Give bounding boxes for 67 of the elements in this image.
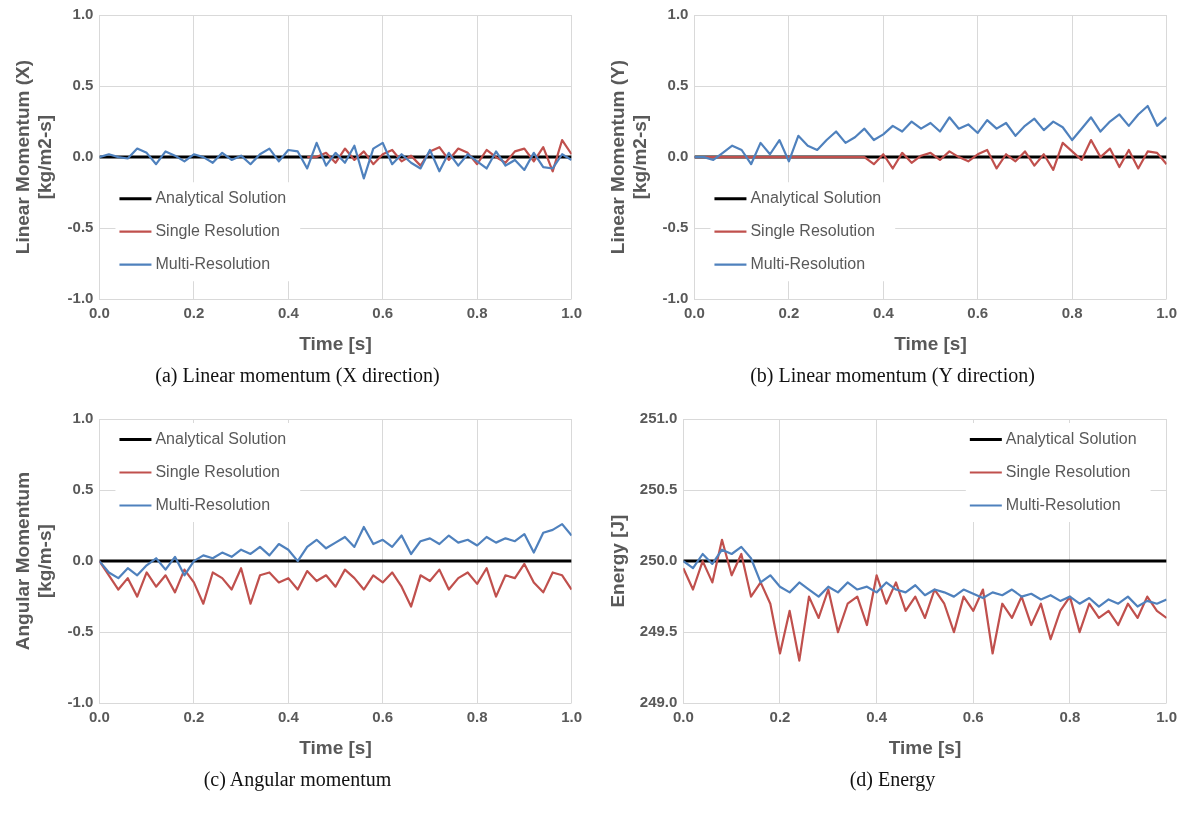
legend-label: Analytical Solution <box>1005 429 1137 447</box>
y-tick-label: 0.5 <box>667 76 689 94</box>
x-tick-label: 0.8 <box>466 304 488 322</box>
x-tick-label: 0.6 <box>372 304 394 322</box>
legend-label: Single Resolution <box>1005 462 1131 480</box>
y-tick-label: 250.5 <box>639 480 678 498</box>
y-tick-label: -1.0 <box>662 289 689 307</box>
y-tick-label: -0.5 <box>67 622 94 640</box>
x-tick-label: 0.8 <box>1059 708 1081 726</box>
text: (b) Linear momentum (Y direction) <box>749 364 1036 387</box>
y-tick-label: 249.5 <box>639 622 678 640</box>
y-tick-label: 0.0 <box>72 551 94 569</box>
x-tick-label: 0.0 <box>89 304 110 322</box>
x-tick-label: 1.0 <box>1156 708 1177 726</box>
legend-label: Single Resolution <box>155 462 280 480</box>
x-tick-label: 0.6 <box>372 708 394 726</box>
text: (d) Energy <box>848 768 937 791</box>
y-axis-title: Energy [J] <box>606 514 628 608</box>
text: (a) Linear momentum (X direction) <box>154 364 441 387</box>
y-tick-label: 1.0 <box>667 5 689 23</box>
y-tick-label: -0.5 <box>662 218 689 236</box>
y-tick-label: 249.0 <box>639 693 678 711</box>
y-tick-label: -0.5 <box>67 218 94 236</box>
legend-label: Analytical Solution <box>155 189 287 207</box>
x-axis-title: Time [s] <box>299 736 372 758</box>
legend-label: Single Resolution <box>155 222 280 240</box>
x-axis-title: Time [s] <box>894 332 967 354</box>
y-tick-label: 0.5 <box>72 480 94 498</box>
y-tick-label: 1.0 <box>72 409 94 427</box>
x-tick-label: 0.0 <box>684 304 705 322</box>
x-tick-label: 0.8 <box>1061 304 1083 322</box>
y-tick-label: -1.0 <box>67 289 94 307</box>
legend-label: Multi-Resolution <box>155 495 271 513</box>
x-axis-title: Time [s] <box>888 736 962 758</box>
y-axis-title: Angular Momentum [kg/m-s] <box>11 471 56 651</box>
x-tick-label: 1.0 <box>1156 304 1177 322</box>
x-tick-label: 0.8 <box>466 708 488 726</box>
x-tick-label: 0.4 <box>277 304 300 322</box>
y-axis-title: Linear Momentum (X) [kg/m2-s] <box>11 59 56 255</box>
x-tick-label: 0.6 <box>962 708 984 726</box>
x-tick-label: 0.2 <box>183 708 205 726</box>
x-tick-label: 0.4 <box>277 708 300 726</box>
legend-label: Multi-Resolution <box>750 255 866 273</box>
x-tick-label: 1.0 <box>561 708 582 726</box>
y-tick-label: 251.0 <box>639 409 678 427</box>
text: (c) Angular momentum <box>202 768 393 791</box>
x-tick-label: 0.2 <box>778 304 800 322</box>
x-tick-label: 0.0 <box>89 708 110 726</box>
x-tick-label: 0.4 <box>872 304 895 322</box>
y-tick-label: 0.5 <box>72 76 94 94</box>
y-tick-label: 0.0 <box>667 147 689 165</box>
y-axis-title: Linear Momentum (Y) [kg/m2-s] <box>606 59 651 255</box>
y-tick-label: 250.0 <box>639 551 678 569</box>
legend-label: Analytical Solution <box>155 429 287 447</box>
y-tick-label: -1.0 <box>67 693 94 711</box>
x-axis-title: Time [s] <box>299 332 372 354</box>
legend-label: Multi-Resolution <box>155 255 271 273</box>
y-tick-label: 1.0 <box>72 5 94 23</box>
x-tick-label: 0.2 <box>183 304 205 322</box>
legend-label: Multi-Resolution <box>1005 495 1121 513</box>
x-tick-label: 0.2 <box>769 708 791 726</box>
y-tick-label: 0.0 <box>72 147 94 165</box>
x-tick-label: 1.0 <box>561 304 582 322</box>
x-tick-label: 0.6 <box>967 304 989 322</box>
legend-label: Single Resolution <box>750 222 875 240</box>
x-tick-label: 0.4 <box>866 708 888 726</box>
legend-label: Analytical Solution <box>750 189 882 207</box>
